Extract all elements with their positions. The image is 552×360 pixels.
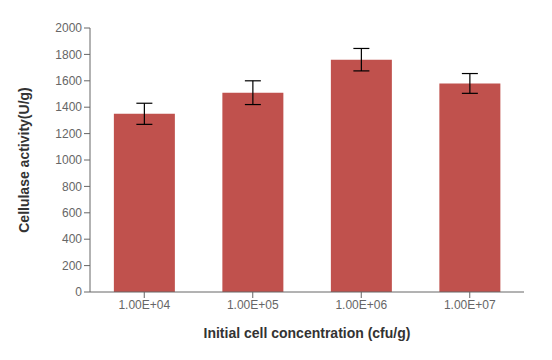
svg-text:Initial cell concentration (cf: Initial cell concentration (cfu/g) bbox=[204, 325, 411, 341]
svg-text:1.00E+06: 1.00E+06 bbox=[335, 298, 387, 312]
svg-text:200: 200 bbox=[62, 259, 82, 273]
svg-text:1.00E+07: 1.00E+07 bbox=[444, 298, 496, 312]
svg-text:400: 400 bbox=[62, 232, 82, 246]
svg-text:600: 600 bbox=[62, 206, 82, 220]
svg-text:1800: 1800 bbox=[55, 48, 82, 62]
svg-text:800: 800 bbox=[62, 180, 82, 194]
svg-text:1.00E+04: 1.00E+04 bbox=[118, 298, 170, 312]
svg-text:2000: 2000 bbox=[55, 21, 82, 35]
svg-text:1400: 1400 bbox=[55, 100, 82, 114]
svg-text:1000: 1000 bbox=[55, 153, 82, 167]
svg-text:1600: 1600 bbox=[55, 74, 82, 88]
svg-text:1.00E+05: 1.00E+05 bbox=[227, 298, 279, 312]
svg-text:1200: 1200 bbox=[55, 127, 82, 141]
svg-text:Cellulase activity(U/g): Cellulase activity(U/g) bbox=[16, 87, 32, 233]
svg-text:0: 0 bbox=[75, 285, 82, 299]
